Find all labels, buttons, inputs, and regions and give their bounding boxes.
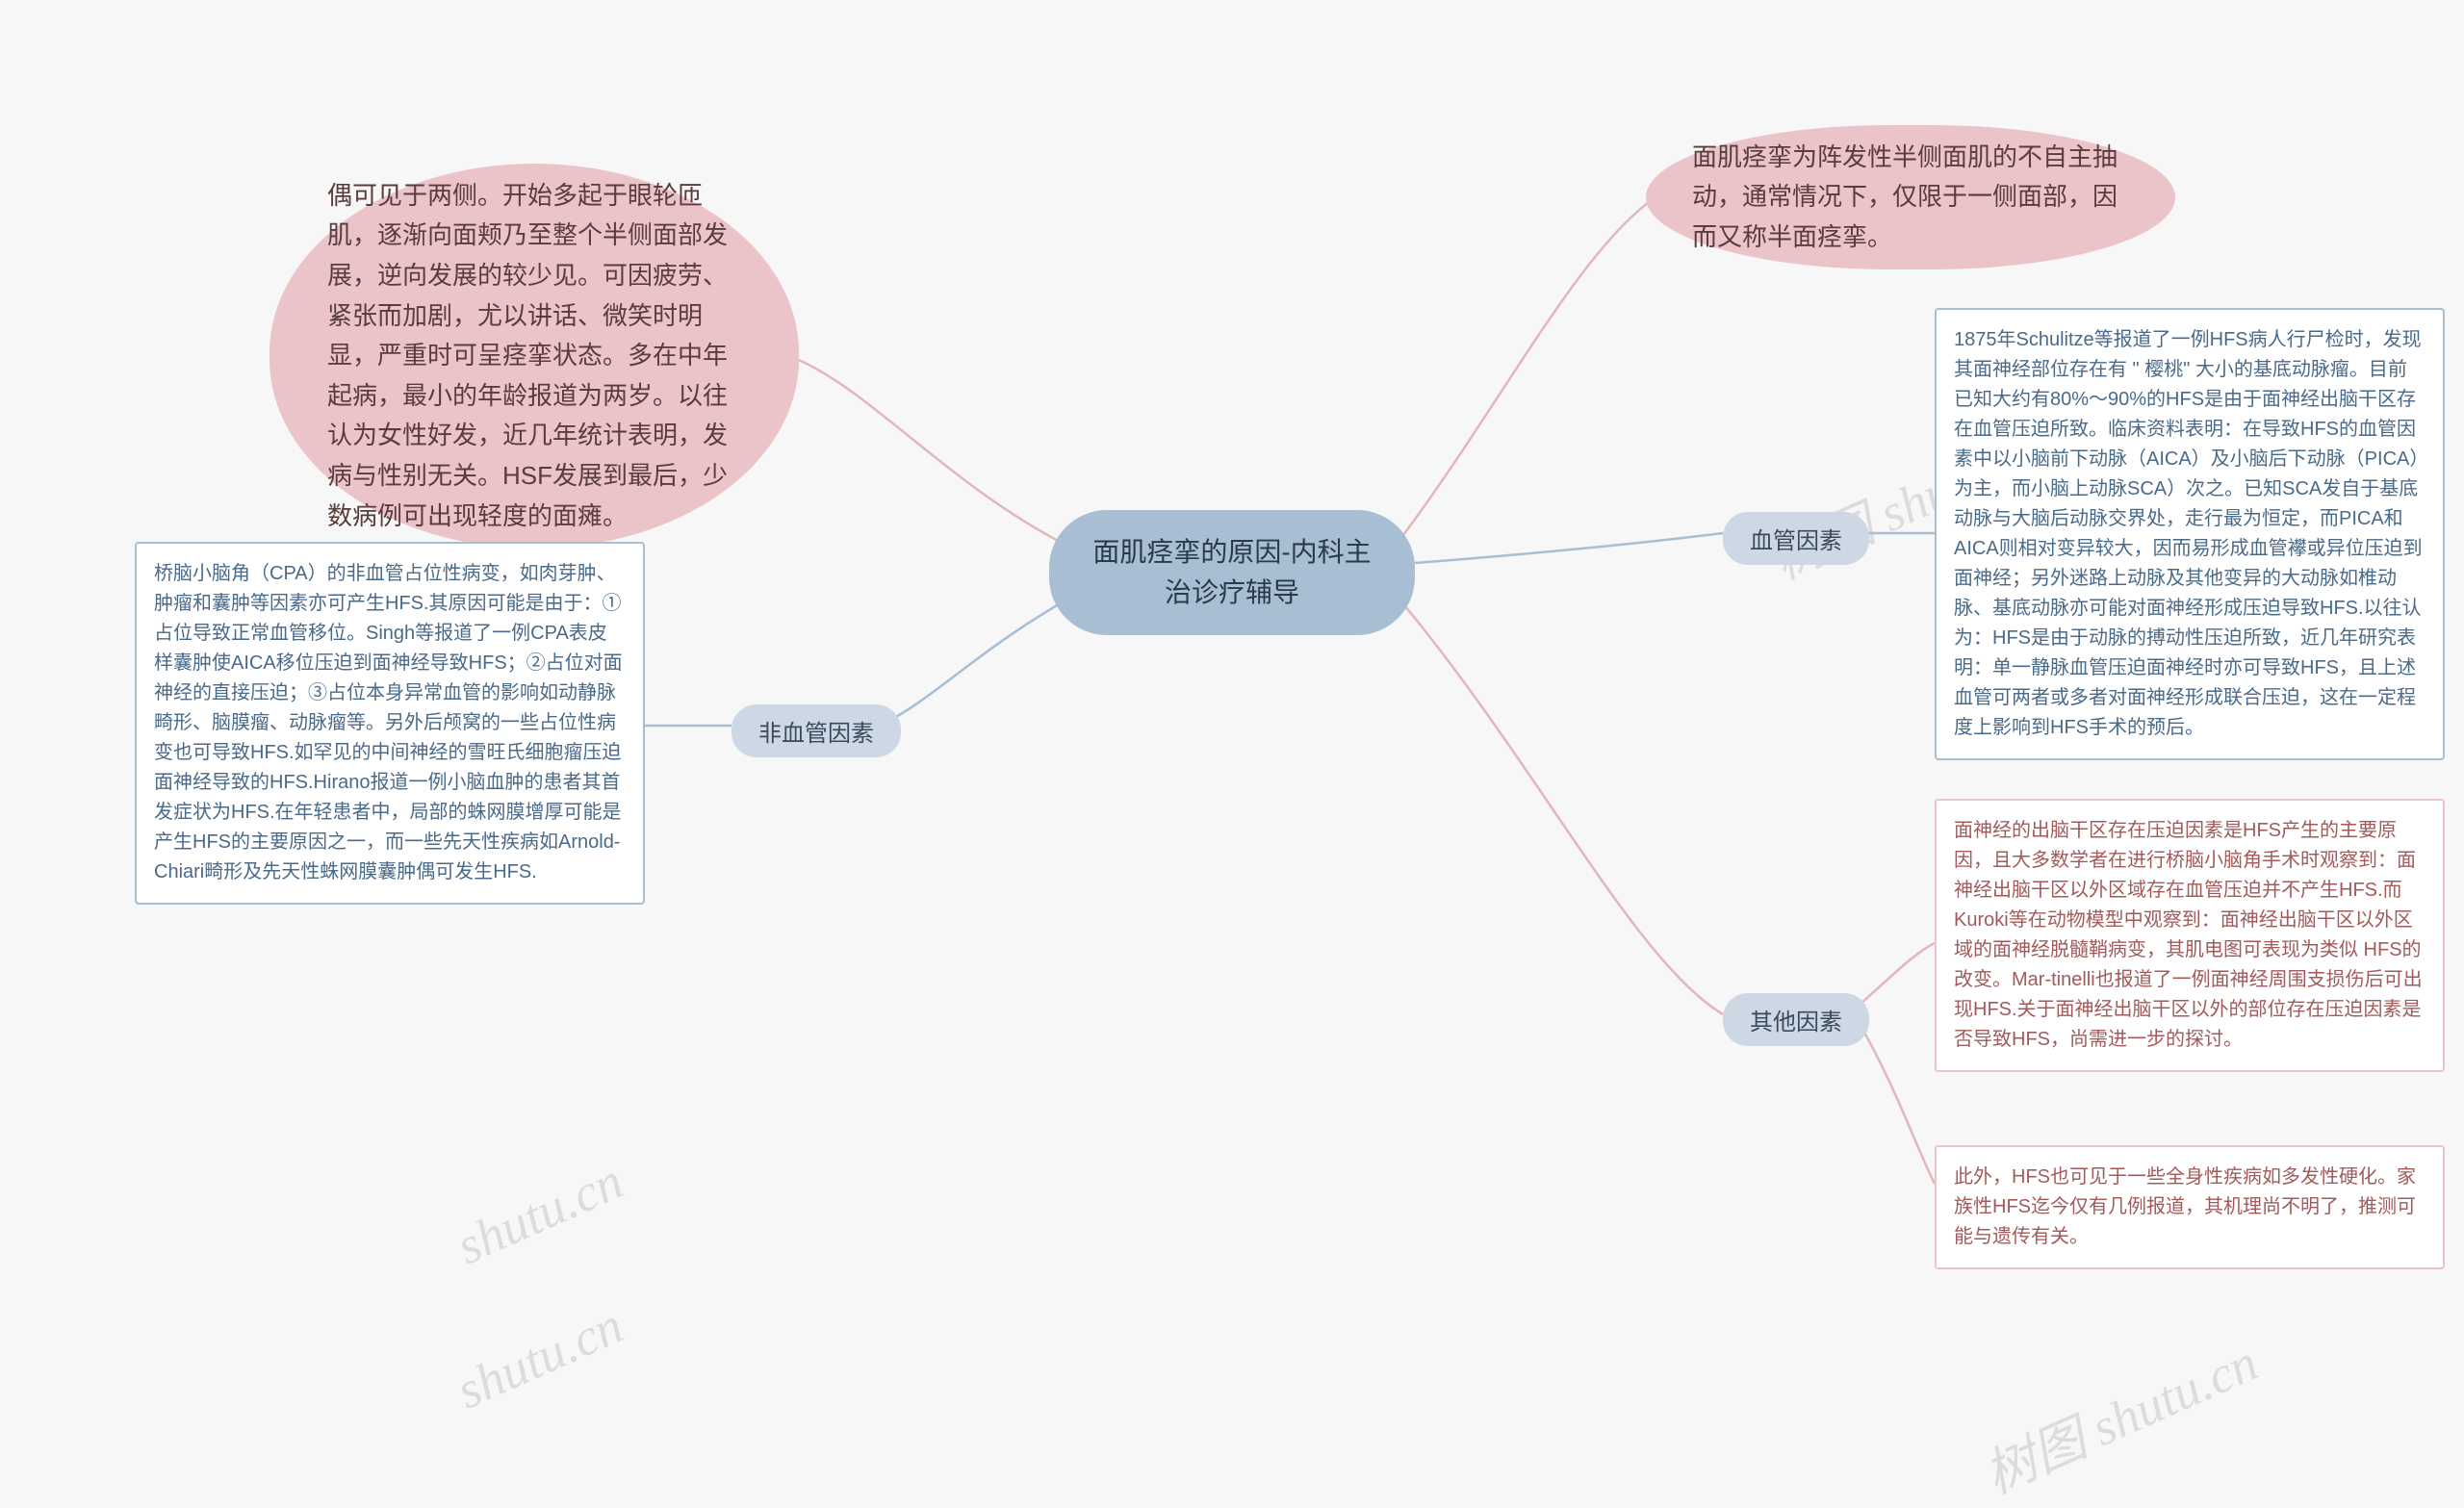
other-detail-2-text: 此外，HFS也可见于一些全身性疾病如多发性硬化。家族性HFS迄今仅有几例报道，其… [1954,1163,2426,1252]
mindmap-canvas: shutu.cn 树图 shutu.cn 树图 shutu.cn shutu.c… [0,0,2464,1437]
right-intro-text: 面肌痉挛为阵发性半侧面肌的不自主抽动，通常情况下，仅限于一侧面部，因而又称半面痉… [1692,138,2129,258]
watermark: shutu.cn [448,1151,631,1276]
other-detail-2[interactable]: 此外，HFS也可见于一些全身性疾病如多发性硬化。家族性HFS迄今仅有几例报道，其… [1935,1145,2445,1269]
other-label[interactable]: 其他因素 [1723,993,1869,1046]
nonvascular-label-text: 非血管因素 [758,714,874,748]
vascular-label-text: 血管因素 [1750,522,1842,555]
vascular-detail[interactable]: 1875年Schulitze等报道了一例HFS病人行尸检时，发现其面神经部位存在… [1935,308,2445,760]
nonvascular-label[interactable]: 非血管因素 [732,704,901,757]
watermark: shutu.cn [448,1295,631,1420]
other-detail-1[interactable]: 面神经的出脑干区存在压迫因素是HFS产生的主要原因，且大多数学者在进行桥脑小脑角… [1935,799,2445,1072]
vascular-detail-text: 1875年Schulitze等报道了一例HFS病人行尸检时，发现其面神经部位存在… [1954,325,2426,743]
right-intro-bubble[interactable]: 面肌痉挛为阵发性半侧面肌的不自主抽动，通常情况下，仅限于一侧面部，因而又称半面痉… [1646,125,2175,269]
left-description-bubble[interactable]: 偶可见于两侧。开始多起于眼轮匝肌，逐渐向面颊乃至整个半侧面部发展，逆向发展的较少… [270,164,799,549]
other-detail-1-text: 面神经的出脑干区存在压迫因素是HFS产生的主要原因，且大多数学者在进行桥脑小脑角… [1954,816,2426,1055]
watermark: 树图 shutu.cn [1970,1320,2268,1508]
vascular-label[interactable]: 血管因素 [1723,512,1869,565]
center-title: 面肌痉挛的原因-内科主治诊疗辅导 [1080,532,1384,613]
center-topic[interactable]: 面肌痉挛的原因-内科主治诊疗辅导 [1049,510,1415,635]
left-description-text: 偶可见于两侧。开始多起于眼轮匝肌，逐渐向面颊乃至整个半侧面部发展，逆向发展的较少… [327,176,741,536]
nonvascular-detail-text: 桥脑小脑角（CPA）的非血管占位性病变，如肉芽肿、肿瘤和囊肿等因素亦可产生HFS… [154,559,626,887]
nonvascular-detail[interactable]: 桥脑小脑角（CPA）的非血管占位性病变，如肉芽肿、肿瘤和囊肿等因素亦可产生HFS… [135,542,645,905]
other-label-text: 其他因素 [1750,1003,1842,1036]
